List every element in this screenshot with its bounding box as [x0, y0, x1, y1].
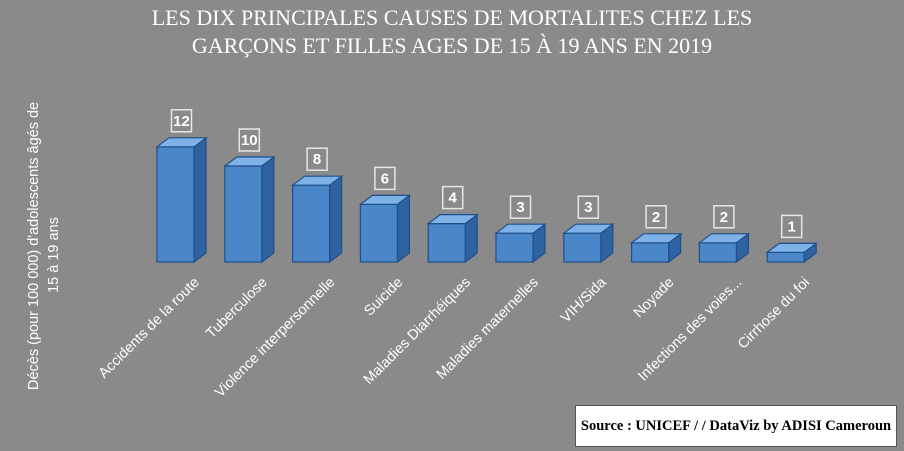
data-label-text: 10: [241, 132, 258, 149]
data-label-box: [645, 205, 667, 229]
y-axis-label-line-1: Décès (pour 100 000) d'adolescents âgés …: [26, 102, 42, 390]
chart-title-line-2: GARÇONS ET FILLES AGES DE 15 À 19 ANS EN…: [191, 33, 713, 58]
bar-front: [156, 146, 195, 263]
bar-side: [261, 155, 275, 264]
bar-top: [223, 156, 276, 167]
data-label-box: [170, 109, 193, 133]
bar-top: [155, 137, 208, 148]
bar-front: [427, 223, 466, 263]
data-label: 12: [170, 109, 193, 133]
data-label: 2: [713, 205, 735, 229]
data-label: 3: [577, 195, 600, 219]
source-note: Source : UNICEF / / DataViz by ADISI Cam…: [575, 405, 897, 447]
bar-top: [697, 233, 751, 244]
x-tick-label: Suicide: [361, 275, 406, 320]
bar-front: [224, 165, 263, 263]
data-label-text: 4: [449, 190, 458, 207]
data-label: 10: [238, 128, 261, 152]
data-label-text: 6: [381, 170, 389, 187]
chart-title: LES DIX PRINCIPALES CAUSES DE MORTALITES…: [0, 4, 904, 60]
data-label: 6: [374, 166, 396, 191]
bar: [697, 232, 751, 264]
x-tick-label: Noyade: [631, 275, 678, 322]
bar-front: [495, 232, 534, 263]
chart-title-line-1: LES DIX PRINCIPALES CAUSES DE MORTALITES…: [151, 5, 753, 30]
bar: [765, 242, 819, 264]
data-label-box: [306, 147, 328, 171]
data-label-box: [374, 166, 396, 191]
bar-top: [629, 233, 683, 244]
data-label-text: 1: [788, 218, 796, 235]
x-tick-label: Accidents de la route: [96, 275, 203, 382]
bar-front: [698, 242, 738, 263]
bar: [223, 155, 276, 264]
bar: [629, 232, 683, 264]
data-label-box: [441, 185, 464, 210]
bars-layer: 12 10 8 6 4 3 3 2 2 1: [155, 109, 819, 264]
bar-front: [359, 203, 398, 263]
bar: [358, 194, 412, 264]
bar: [290, 174, 344, 264]
bar-front: [766, 251, 805, 263]
bar-top: [358, 194, 412, 205]
data-label: 1: [780, 214, 803, 239]
data-label-text: 8: [313, 151, 321, 168]
data-label-text: 2: [652, 209, 660, 226]
data-label-box: [780, 214, 803, 239]
data-label-box: [509, 195, 532, 219]
bar-top: [765, 242, 819, 253]
x-tick-label: VIH/Sida: [558, 274, 610, 326]
bar-top: [494, 223, 547, 234]
x-tick-label: Tuberculose: [203, 275, 270, 342]
bar: [155, 136, 208, 264]
bar-front: [292, 184, 331, 263]
bar-side: [329, 174, 343, 264]
bar-front: [563, 232, 602, 263]
y-axis-label-line-2: 15 à 19 ans: [46, 217, 62, 293]
data-label-text: 3: [584, 199, 592, 216]
bar: [426, 213, 480, 264]
x-tick-labels: Accidents de la route TuberculoseViolence…: [96, 274, 813, 401]
x-tick-label: Violence interpersonnelle: [212, 275, 338, 401]
data-label-box: [238, 128, 261, 152]
bar: [561, 222, 615, 264]
bar-top: [290, 175, 344, 186]
data-label-text: 2: [720, 209, 728, 226]
bar: [494, 222, 547, 264]
data-label: 3: [509, 195, 532, 219]
data-label: 8: [306, 147, 328, 171]
bar-top: [561, 223, 615, 234]
data-label-text: 12: [173, 113, 190, 130]
data-label-box: [713, 205, 735, 229]
data-label: 4: [441, 185, 464, 210]
data-label-text: 3: [516, 199, 524, 216]
bar-side: [193, 136, 207, 264]
data-label-box: [577, 195, 600, 219]
x-tick-label: Cirrhose du foi: [735, 275, 813, 353]
data-label: 2: [645, 205, 667, 229]
bar-top: [426, 214, 480, 225]
bar-side: [396, 194, 410, 264]
bar-front: [630, 242, 670, 263]
